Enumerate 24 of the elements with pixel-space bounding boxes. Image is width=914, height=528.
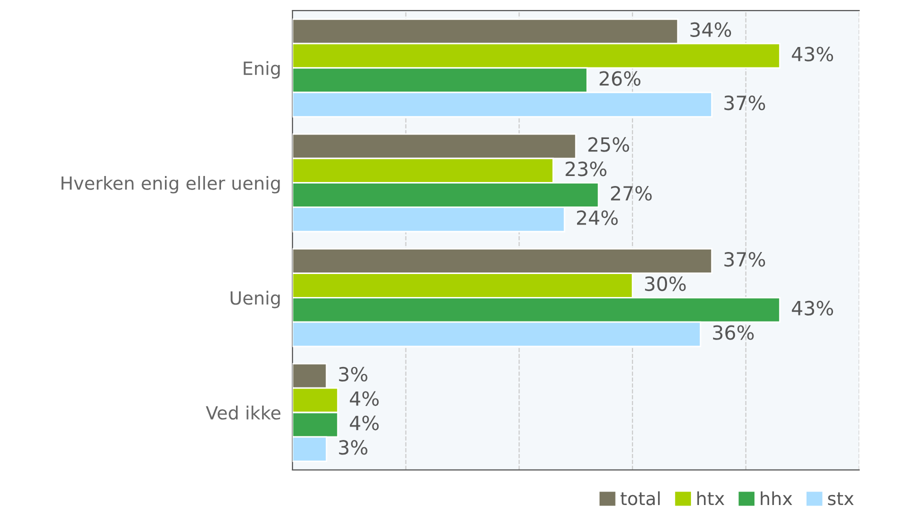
data-label: 23% [566,162,606,176]
data-label: 37% [724,252,766,267]
data-label: 36% [713,325,754,340]
y-tick-label: Hverken enig eller uenig [62,176,280,194]
y-tick-label: Ved ikke [206,406,280,420]
data-label: 26% [600,71,640,86]
legend-label: total [620,491,660,506]
legend-label: htx [697,491,724,506]
y-tick-label: Uenig [230,290,280,308]
data-label: 34% [690,22,732,38]
data-label: 3% [339,366,368,382]
data-label: 37% [724,96,766,110]
data-label: 4% [350,416,379,430]
legend-label: stx [828,492,854,506]
data-label: 30% [645,276,686,292]
y-tick-label: Enig [244,61,280,79]
data-label: 43% [792,300,834,316]
data-label: 3% [339,440,368,455]
data-label: 27% [611,186,652,201]
legend-label: hhx [760,491,792,506]
data-label: 25% [588,137,630,152]
data-label: 43% [792,46,834,62]
data-label: 24% [577,210,618,226]
data-label: 4% [350,391,379,406]
